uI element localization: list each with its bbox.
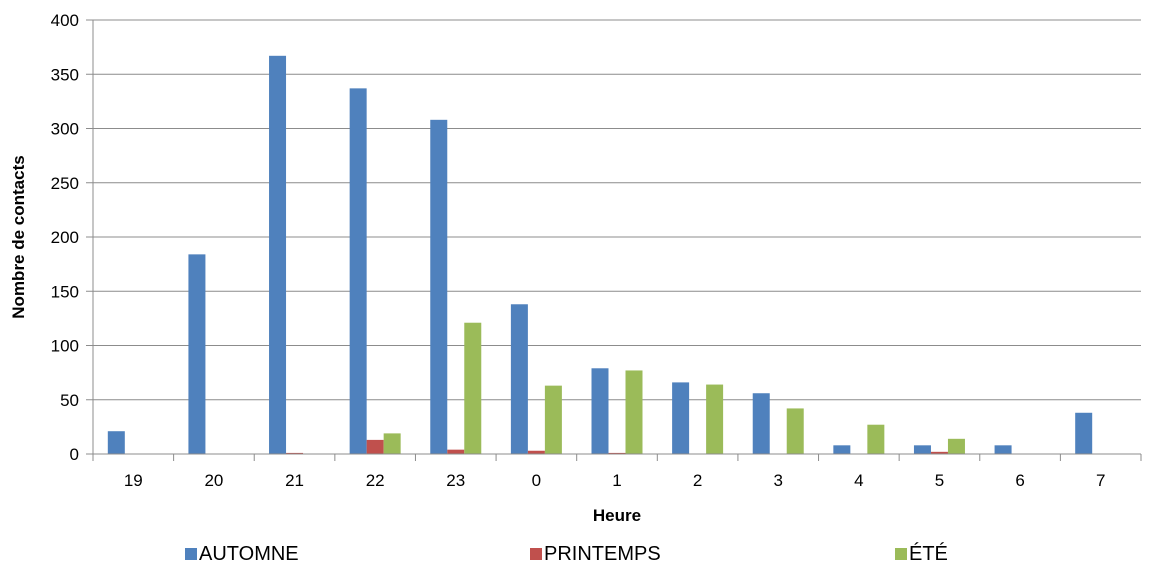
- x-tick-label: 23: [446, 471, 465, 490]
- y-tick-label: 300: [51, 120, 79, 139]
- x-tick-label: 0: [532, 471, 541, 490]
- x-tick-label: 22: [366, 471, 385, 490]
- bar-automne-21: [269, 55, 287, 455]
- bar-automne-19: [107, 431, 125, 454]
- legend-swatch: [185, 548, 197, 560]
- bar--t--2: [706, 384, 724, 454]
- bar-automne-5: [913, 445, 931, 454]
- y-tick-label: 400: [51, 11, 79, 30]
- y-axis-title: Nombre de contacts: [9, 155, 28, 318]
- bar-automne-0: [510, 304, 528, 454]
- legend-swatch: [530, 548, 542, 560]
- bar-automne-20: [188, 254, 206, 454]
- bar-automne-6: [994, 445, 1012, 454]
- x-tick-label: 5: [935, 471, 944, 490]
- bar--t--0: [544, 385, 562, 454]
- bar-printemps-0: [527, 450, 545, 454]
- bar-printemps-21: [286, 452, 304, 454]
- bar-printemps-22: [366, 439, 384, 454]
- y-tick-label: 250: [51, 174, 79, 193]
- bar--t--22: [383, 433, 401, 454]
- bar-printemps-5: [930, 451, 948, 454]
- y-tick-label: 100: [51, 337, 79, 356]
- x-tick-label: 4: [854, 471, 863, 490]
- bar--t--1: [625, 370, 643, 454]
- x-tick-labels: 19 20 21 22 23 0 1 2 3 4 5 6 7: [124, 471, 1106, 490]
- y-tick-label: 50: [60, 391, 79, 410]
- bar-automne-22: [349, 88, 367, 454]
- bar--t--3: [786, 408, 804, 454]
- bar-automne-7: [1075, 412, 1093, 454]
- y-tick-label: 150: [51, 282, 79, 301]
- x-tick-label: 2: [693, 471, 702, 490]
- y-tick-labels: 0 50 100 150 200 250 300 350 400: [51, 11, 79, 464]
- x-tick-label: 3: [773, 471, 782, 490]
- legend-label: ÉTÉ: [909, 542, 948, 565]
- bar-automne-23: [430, 119, 448, 454]
- bar-automne-1: [591, 368, 609, 454]
- bar-automne-3: [752, 393, 770, 454]
- y-tick-label: 0: [70, 445, 79, 464]
- legend: AUTOMNE PRINTEMPS ÉTÉ: [185, 542, 948, 565]
- gridlines: [93, 19, 1141, 401]
- x-tick-label: 7: [1096, 471, 1105, 490]
- legend-label: PRINTEMPS: [544, 543, 661, 565]
- bar-printemps-1: [608, 452, 626, 454]
- x-tick-label: 6: [1015, 471, 1024, 490]
- y-tick-label: 350: [51, 65, 79, 84]
- y-tick-label: 200: [51, 228, 79, 247]
- x-axis-title: Heure: [593, 506, 641, 525]
- legend-label: AUTOMNE: [199, 543, 299, 565]
- legend-swatch: [895, 548, 907, 560]
- bars: [107, 55, 1093, 455]
- bar--t--5: [947, 438, 965, 454]
- bar--t--4: [867, 424, 885, 454]
- x-tick-label: 1: [612, 471, 621, 490]
- bar-automne-4: [833, 445, 851, 454]
- bar--t--23: [464, 322, 482, 454]
- x-tick-label: 19: [124, 471, 143, 490]
- axes: [86, 19, 1142, 461]
- x-tick-label: 20: [204, 471, 223, 490]
- bar-automne-2: [672, 382, 690, 454]
- bar-printemps-23: [447, 449, 465, 454]
- x-tick-label: 21: [285, 471, 304, 490]
